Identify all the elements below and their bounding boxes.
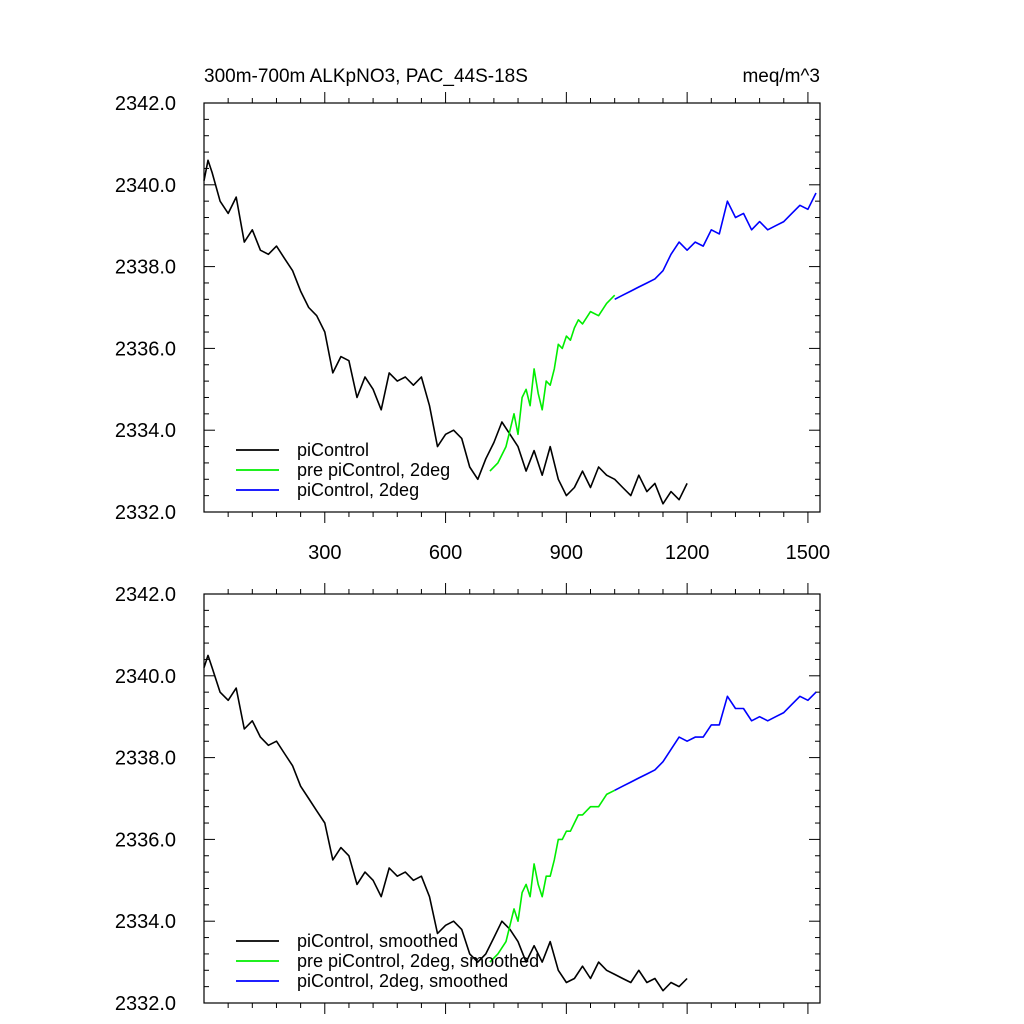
series-line-1 [203, 159, 688, 505]
bottom-panel: 2332.0 2334.0 2336.0 2338.0 2340.0 2342.0 piCo… [115, 583, 821, 1015]
legend-label: piControl, 2deg [297, 480, 419, 500]
series-line-3 [614, 691, 817, 792]
y-tick-label: 2338.0 [115, 257, 176, 279]
legend-label: piControl, 2deg, smoothed [297, 971, 508, 991]
y-tick-label: 2342.0 [115, 584, 176, 606]
y-tick-label: 2332.0 [115, 502, 176, 524]
legend-label: pre piControl, 2deg, smoothed [297, 951, 539, 971]
x-tick-label: 1200 [665, 542, 710, 564]
x-tick-label: 1500 [786, 542, 831, 564]
y-tick-label: 2334.0 [115, 911, 176, 933]
y-tick-label: 2340.0 [115, 666, 176, 688]
y-tick-label: 2336.0 [115, 829, 176, 851]
plot-frame [203, 593, 821, 1004]
y-tick-label: 2336.0 [115, 338, 176, 360]
y-tick-label: 2334.0 [115, 420, 176, 442]
plot-frame [203, 102, 821, 513]
y-tick-label: 2342.0 [115, 93, 176, 115]
legend-label: piControl, smoothed [297, 931, 458, 951]
series-line-2 [489, 789, 616, 963]
top-panel: 300m-700m ALKpNO3, PAC_44S-18S meq/m^3 2… [115, 66, 830, 564]
x-tick-label: 600 [429, 542, 462, 564]
y-tick-label: 2332.0 [115, 993, 176, 1015]
series-line-1 [203, 654, 688, 992]
units-label: meq/m^3 [742, 66, 820, 87]
x-tick-label: 300 [308, 542, 341, 564]
series-line-3 [614, 192, 817, 301]
legend-label: piControl [297, 440, 369, 460]
series-line-2 [489, 294, 616, 472]
y-tick-label: 2338.0 [115, 748, 176, 770]
chart-title: 300m-700m ALKpNO3, PAC_44S-18S [204, 66, 528, 87]
y-tick-label: 2340.0 [115, 175, 176, 197]
legend-label: pre piControl, 2deg [297, 460, 450, 480]
x-tick-label: 900 [550, 542, 583, 564]
